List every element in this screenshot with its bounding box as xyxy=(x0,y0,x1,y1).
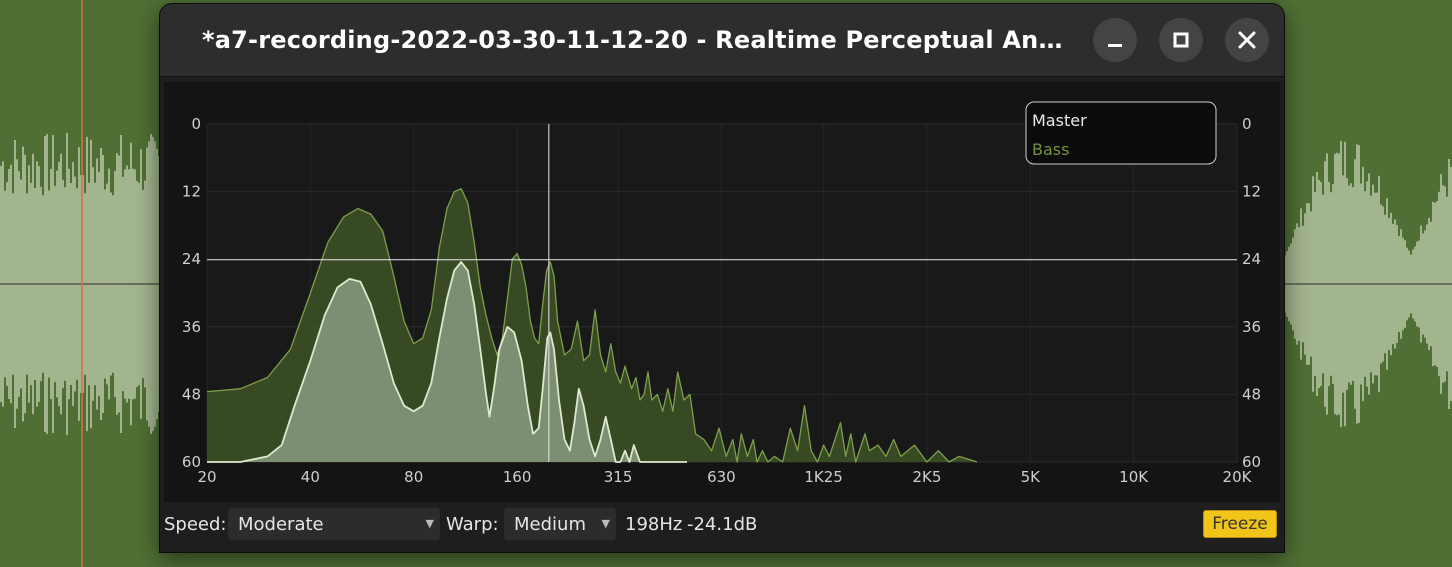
x-tick-label: 5K xyxy=(1021,468,1042,486)
close-icon xyxy=(1238,31,1256,49)
close-button[interactable] xyxy=(1225,18,1269,62)
dropdown-arrow-icon: ▼ xyxy=(601,517,610,530)
x-tick-label: 630 xyxy=(707,468,736,486)
analyzer-window: *a7-recording-2022-03-30-11-12-20 - Real… xyxy=(160,4,1284,552)
minimize-button[interactable] xyxy=(1093,18,1137,62)
spectrum-panel[interactable]: 0 0 12 12 24 24 36 36 48 48 60 60 20 40 80 160 315 630 1K2… xyxy=(164,82,1280,502)
cursor-level-readout: -24.1dB xyxy=(687,514,758,535)
y-tick-label-right: 12 xyxy=(1242,183,1261,201)
y-tick-label-left: 60 xyxy=(182,453,201,471)
y-tick-label-left: 12 xyxy=(182,183,201,201)
warp-label: Warp: xyxy=(446,514,499,535)
x-tick-label: 315 xyxy=(604,468,633,486)
legend-entry-bass: Bass xyxy=(1032,140,1069,159)
x-tick-label: 80 xyxy=(404,468,423,486)
master-series-line xyxy=(207,261,687,463)
y-tick-label-left: 0 xyxy=(191,115,201,133)
x-tick-label: 1K25 xyxy=(804,468,842,486)
y-tick-label-left: 24 xyxy=(182,250,201,268)
y-tick-label-left: 36 xyxy=(182,318,201,336)
warp-dropdown[interactable]: Medium ▼ xyxy=(504,508,616,540)
dropdown-arrow-icon: ▼ xyxy=(425,517,434,530)
x-tick-label: 160 xyxy=(503,468,532,486)
maximize-icon xyxy=(1173,32,1189,48)
warp-value: Medium xyxy=(514,514,586,535)
maximize-button[interactable] xyxy=(1159,18,1203,62)
x-tick-label: 2K5 xyxy=(912,468,941,486)
title-bar[interactable]: *a7-recording-2022-03-30-11-12-20 - Real… xyxy=(160,4,1284,77)
window-title: *a7-recording-2022-03-30-11-12-20 - Real… xyxy=(202,26,1072,54)
x-tick-label: 20K xyxy=(1223,468,1253,486)
legend-box xyxy=(1025,101,1217,165)
y-tick-label-right: 60 xyxy=(1242,453,1261,471)
x-tick-label: 40 xyxy=(301,468,320,486)
bass-series-line xyxy=(206,188,978,463)
y-tick-label-right: 36 xyxy=(1242,318,1261,336)
x-tick-label: 20 xyxy=(197,468,216,486)
y-tick-label-right: 48 xyxy=(1242,385,1261,403)
legend-entry-master: Master xyxy=(1032,111,1087,130)
cursor-frequency-readout: 198Hz xyxy=(625,514,683,535)
speed-value: Moderate xyxy=(238,514,324,535)
control-bar: Speed: Moderate ▼ Warp: Medium ▼ 198Hz -… xyxy=(160,502,1284,552)
minimize-icon xyxy=(1108,44,1122,47)
freeze-button[interactable]: Freeze xyxy=(1203,510,1277,538)
y-tick-label-right: 0 xyxy=(1242,115,1252,133)
y-tick-label-right: 24 xyxy=(1242,250,1261,268)
speed-dropdown[interactable]: Moderate ▼ xyxy=(228,508,440,540)
y-tick-label-left: 48 xyxy=(182,385,201,403)
speed-label: Speed: xyxy=(164,514,227,535)
x-tick-label: 10K xyxy=(1119,468,1149,486)
